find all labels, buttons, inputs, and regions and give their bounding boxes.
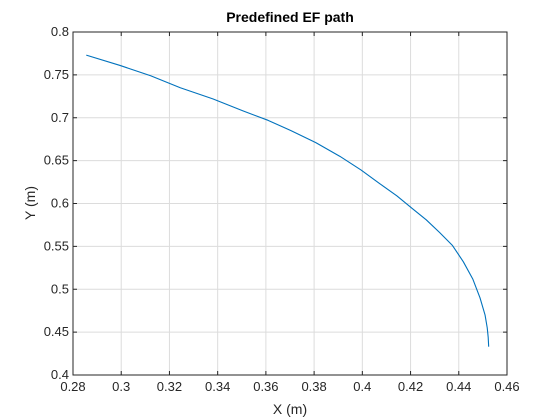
x-tick-label: 0.36	[253, 379, 278, 394]
y-tick-label: 0.6	[51, 196, 69, 211]
y-tick-label: 0.45	[44, 324, 69, 339]
x-tick-label: 0.4	[353, 379, 371, 394]
tick-labels: 0.28 0.3 0.32 0.34 0.36 0.38 0.4 0.42 0.44 0.46 0.…	[44, 24, 520, 394]
x-tick-label: 0.44	[446, 379, 471, 394]
x-tick-label: 0.34	[205, 379, 230, 394]
y-tick-label: 0.65	[44, 153, 69, 168]
y-tick-label: 0.55	[44, 238, 69, 253]
x-tick-label: 0.46	[494, 379, 519, 394]
x-tick-label: 0.38	[301, 379, 326, 394]
y-tick-label: 0.5	[51, 281, 69, 296]
y-tick-label: 0.7	[51, 110, 69, 125]
x-axis-label: X (m)	[273, 401, 307, 417]
x-tick-label: 0.3	[112, 379, 130, 394]
x-tick-label: 0.42	[398, 379, 423, 394]
y-tick-label: 0.8	[51, 24, 69, 39]
chart-title: Predefined EF path	[226, 9, 354, 25]
series-layer	[86, 54, 490, 347]
x-tick-label: 0.32	[157, 379, 182, 394]
y-tick-label: 0.4	[51, 367, 69, 382]
axes	[72, 31, 508, 376]
axes-box	[72, 31, 508, 376]
y-axis-label: Y (m)	[22, 186, 38, 220]
y-tick-label: 0.75	[44, 67, 69, 82]
series-line	[86, 54, 490, 347]
x-tick-label: 0.28	[60, 379, 85, 394]
